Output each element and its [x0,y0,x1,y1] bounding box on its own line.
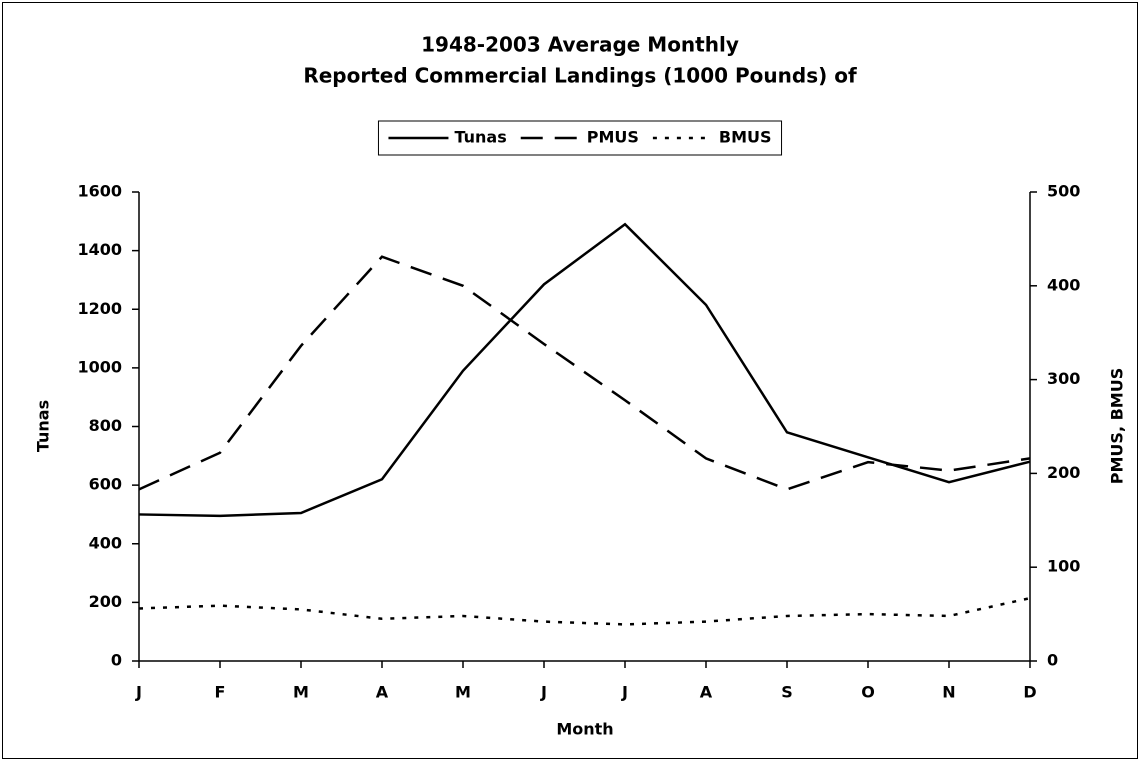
y-tick-label: 1200 [77,299,122,318]
legend-label: BMUS [719,128,772,147]
y-tick-label: 0 [111,651,122,670]
series-line [138,222,1031,518]
x-tick-label: D [1023,683,1036,702]
y-tick-label: 1000 [77,357,122,376]
x-tick-label: J [540,683,547,702]
x-tick-label: S [781,683,793,702]
y-tick-label: 400 [89,533,122,552]
x-tick-label: O [861,683,875,702]
y2-tick-label: 0 [1047,651,1058,670]
y-tick-label: 200 [89,592,122,611]
y-tick-label: 1600 [77,182,122,201]
y-tick-label: 600 [89,475,122,494]
y-axis-label: Tunas [34,400,53,452]
y2-axis-label: PMUS, BMUS [1108,368,1127,484]
series-line [138,596,1031,626]
x-tick-label: A [376,683,389,702]
y2-tick-label: 300 [1047,369,1080,388]
y2-tick-label: 200 [1047,463,1080,482]
legend-label: Tunas [454,128,506,147]
x-tick-label: M [293,683,309,702]
chart-title: Reported Commercial Landings (1000 Pound… [303,64,857,88]
y-tick-label: 800 [89,416,122,435]
y-tick-label: 1400 [77,240,122,259]
x-axis-label: Month [556,720,613,739]
x-tick-label: N [942,683,955,702]
chart-title: 1948-2003 Average Monthly [421,33,739,57]
series-line [138,255,1031,491]
legend-label: PMUS [587,128,639,147]
x-tick-label: J [135,683,142,702]
x-tick-label: F [215,683,226,702]
y2-tick-label: 100 [1047,557,1080,576]
y2-tick-label: 400 [1047,275,1080,294]
y2-tick-label: 500 [1047,182,1080,201]
x-tick-label: J [621,683,628,702]
x-tick-label: M [455,683,471,702]
x-tick-label: A [700,683,713,702]
